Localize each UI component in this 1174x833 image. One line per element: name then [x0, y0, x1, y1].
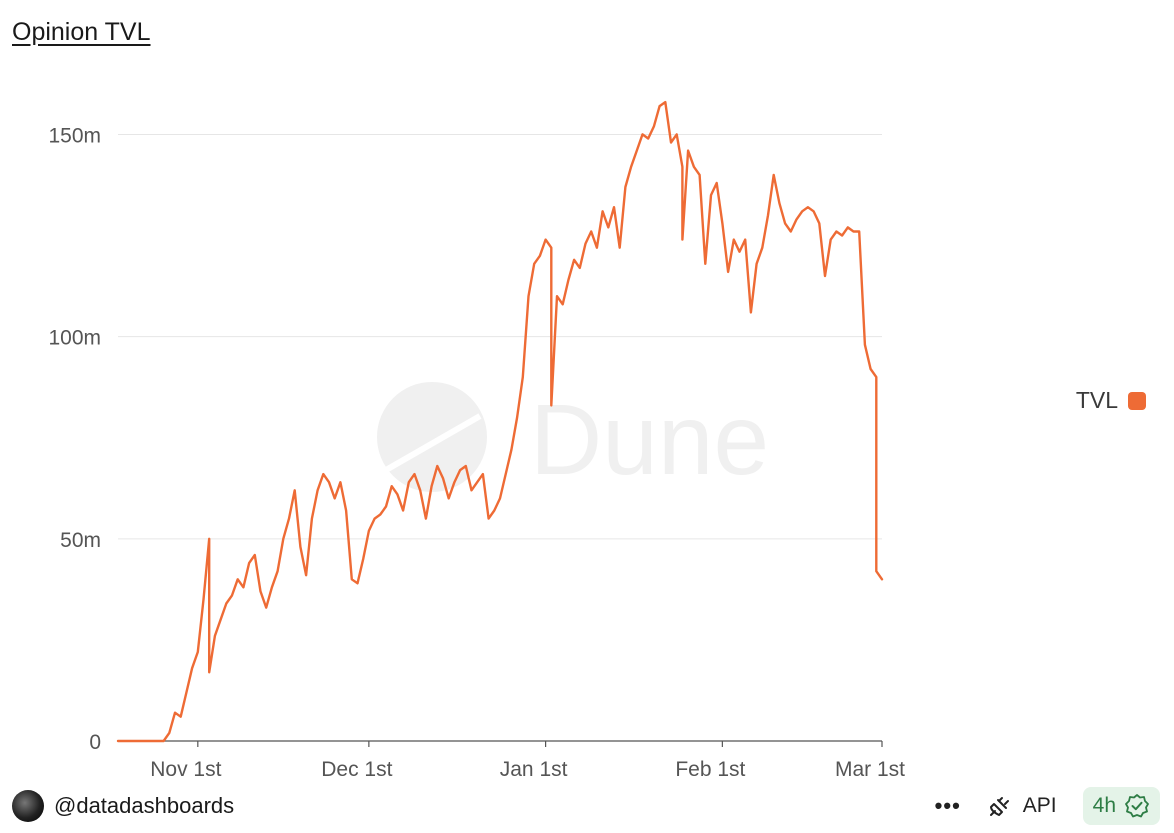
series-line-tvl[interactable] [116, 100, 884, 743]
more-options-button[interactable]: ••• [934, 793, 961, 818]
chart-title[interactable]: Opinion TVL [12, 18, 151, 46]
gridlines [118, 133, 882, 540]
legend[interactable]: TVL [1076, 387, 1146, 414]
avatar [12, 790, 44, 822]
legend-label: TVL [1075, 387, 1118, 413]
watermark-text: Dune [530, 384, 769, 496]
y-tick-label: 50m [60, 529, 101, 552]
x-tick-label: Dec 1st [321, 758, 392, 781]
refresh-label: 4h [1092, 794, 1116, 817]
refresh-interval-badge[interactable]: 4h [1082, 787, 1160, 825]
api-button[interactable]: API [987, 793, 1057, 819]
author-link[interactable]: @datadashboards [12, 790, 234, 822]
legend-swatch [1128, 391, 1146, 410]
api-label: API [1022, 794, 1057, 817]
dune-watermark: Dune [377, 382, 769, 496]
chart-canvas: Dune 0 50m 100m 150m Nov 1st Dec 1st Jan 1st F… [48, 100, 905, 781]
x-axis-ticks: Nov 1st Dec 1st Jan 1st Feb 1st Mar 1st [150, 741, 905, 781]
y-axis-ticks: 0 50m 100m 150m [48, 124, 101, 754]
author-name: @datadashboards [54, 793, 235, 818]
y-tick-label: 150m [48, 124, 101, 147]
x-tick-label: Mar 1st [835, 758, 905, 781]
x-tick-label: Feb 1st [675, 758, 745, 781]
footer-actions: ••• API 4h [935, 787, 1160, 825]
verified-check-icon [1125, 794, 1149, 818]
y-tick-label: 0 [89, 731, 101, 754]
footer: @datadashboards ••• API 4h [0, 784, 1174, 828]
x-tick-label: Nov 1st [150, 758, 221, 781]
series-layer [116, 100, 884, 743]
plug-icon [989, 797, 1009, 816]
x-tick-label: Jan 1st [500, 758, 568, 781]
y-tick-label: 100m [48, 327, 101, 350]
